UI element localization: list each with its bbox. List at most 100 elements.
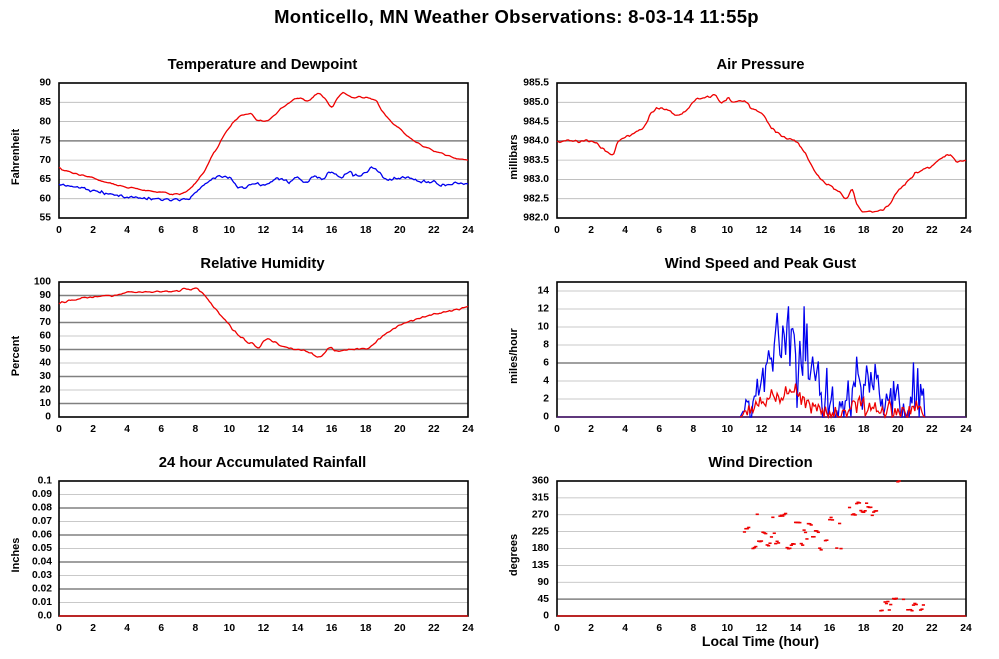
svg-text:14: 14 xyxy=(790,225,802,236)
svg-text:984.0: 984.0 xyxy=(523,136,549,147)
svg-text:16: 16 xyxy=(824,424,836,435)
svg-text:90: 90 xyxy=(538,577,550,588)
svg-text:2: 2 xyxy=(588,424,594,435)
svg-text:2: 2 xyxy=(90,623,96,634)
svg-text:0: 0 xyxy=(56,623,62,634)
svg-text:65: 65 xyxy=(40,174,52,185)
svg-text:22: 22 xyxy=(428,623,440,634)
svg-text:12: 12 xyxy=(258,225,270,236)
svg-text:10: 10 xyxy=(722,424,734,435)
svg-text:20: 20 xyxy=(394,623,406,634)
svg-text:0.08: 0.08 xyxy=(32,503,52,514)
svg-text:0.1: 0.1 xyxy=(38,476,53,487)
svg-text:10: 10 xyxy=(538,322,550,333)
svg-text:985.5: 985.5 xyxy=(523,78,549,89)
svg-text:20: 20 xyxy=(40,385,52,396)
svg-text:8: 8 xyxy=(192,424,198,435)
svg-text:10: 10 xyxy=(224,424,236,435)
svg-text:180: 180 xyxy=(532,543,549,554)
svg-text:22: 22 xyxy=(428,424,440,435)
svg-text:18: 18 xyxy=(360,225,372,236)
svg-text:14: 14 xyxy=(292,225,304,236)
svg-text:14: 14 xyxy=(292,623,304,634)
svg-text:6: 6 xyxy=(543,358,549,369)
svg-text:20: 20 xyxy=(892,424,904,435)
svg-text:60: 60 xyxy=(40,193,52,204)
svg-text:8: 8 xyxy=(690,424,696,435)
svg-text:2: 2 xyxy=(90,225,96,236)
svg-text:270: 270 xyxy=(532,509,549,520)
svg-text:90: 90 xyxy=(40,78,52,89)
svg-text:50: 50 xyxy=(40,344,52,355)
svg-text:8: 8 xyxy=(192,623,198,634)
svg-text:14: 14 xyxy=(790,424,802,435)
svg-text:8: 8 xyxy=(192,225,198,236)
svg-text:4: 4 xyxy=(543,376,549,387)
svg-text:70: 70 xyxy=(40,155,52,166)
svg-text:4: 4 xyxy=(124,424,130,435)
svg-text:983.5: 983.5 xyxy=(523,155,549,166)
svg-text:30: 30 xyxy=(40,371,52,382)
svg-text:6: 6 xyxy=(158,424,164,435)
svg-text:12: 12 xyxy=(756,225,768,236)
svg-text:16: 16 xyxy=(326,424,338,435)
svg-text:22: 22 xyxy=(428,225,440,236)
svg-text:60: 60 xyxy=(40,331,52,342)
svg-text:2: 2 xyxy=(543,394,549,405)
svg-text:24: 24 xyxy=(462,225,474,236)
svg-text:80: 80 xyxy=(40,304,52,315)
svg-text:16: 16 xyxy=(824,225,836,236)
svg-text:18: 18 xyxy=(360,623,372,634)
svg-text:4: 4 xyxy=(124,623,130,634)
svg-text:0: 0 xyxy=(554,225,560,236)
svg-text:55: 55 xyxy=(40,213,52,224)
svg-text:0.05: 0.05 xyxy=(32,543,52,554)
svg-text:0.02: 0.02 xyxy=(32,584,52,595)
svg-text:225: 225 xyxy=(532,526,549,537)
svg-text:8: 8 xyxy=(690,225,696,236)
svg-text:4: 4 xyxy=(622,424,628,435)
svg-text:75: 75 xyxy=(40,136,52,147)
svg-text:0: 0 xyxy=(543,611,549,622)
svg-text:983.0: 983.0 xyxy=(523,174,549,185)
svg-text:18: 18 xyxy=(360,424,372,435)
svg-text:24: 24 xyxy=(462,424,474,435)
svg-text:10: 10 xyxy=(40,398,52,409)
svg-text:0: 0 xyxy=(56,424,62,435)
svg-text:12: 12 xyxy=(258,424,270,435)
svg-text:20: 20 xyxy=(394,225,406,236)
svg-text:22: 22 xyxy=(926,424,938,435)
svg-text:135: 135 xyxy=(532,560,549,571)
svg-text:985.0: 985.0 xyxy=(523,97,549,108)
svg-text:12: 12 xyxy=(258,623,270,634)
svg-text:10: 10 xyxy=(722,225,734,236)
svg-text:18: 18 xyxy=(858,225,870,236)
svg-text:2: 2 xyxy=(90,424,96,435)
svg-text:0.09: 0.09 xyxy=(32,489,52,500)
svg-text:16: 16 xyxy=(326,225,338,236)
svg-text:982.5: 982.5 xyxy=(523,193,549,204)
svg-text:100: 100 xyxy=(34,277,51,288)
svg-text:85: 85 xyxy=(40,97,52,108)
svg-text:0: 0 xyxy=(543,412,549,423)
svg-text:8: 8 xyxy=(543,340,549,351)
svg-text:14: 14 xyxy=(292,424,304,435)
svg-text:360: 360 xyxy=(532,476,549,487)
svg-text:0.0: 0.0 xyxy=(38,611,53,622)
svg-text:12: 12 xyxy=(756,424,768,435)
svg-text:0.07: 0.07 xyxy=(32,516,52,527)
svg-text:4: 4 xyxy=(124,225,130,236)
svg-text:12: 12 xyxy=(538,304,550,315)
svg-text:6: 6 xyxy=(158,623,164,634)
svg-text:24: 24 xyxy=(960,225,972,236)
svg-text:0: 0 xyxy=(56,225,62,236)
svg-text:14: 14 xyxy=(538,286,550,297)
svg-text:0.06: 0.06 xyxy=(32,530,52,541)
svg-text:10: 10 xyxy=(224,225,236,236)
svg-text:6: 6 xyxy=(656,225,662,236)
svg-text:2: 2 xyxy=(588,225,594,236)
svg-text:0.03: 0.03 xyxy=(32,570,52,581)
svg-text:40: 40 xyxy=(40,358,52,369)
svg-text:20: 20 xyxy=(394,424,406,435)
svg-text:10: 10 xyxy=(224,623,236,634)
